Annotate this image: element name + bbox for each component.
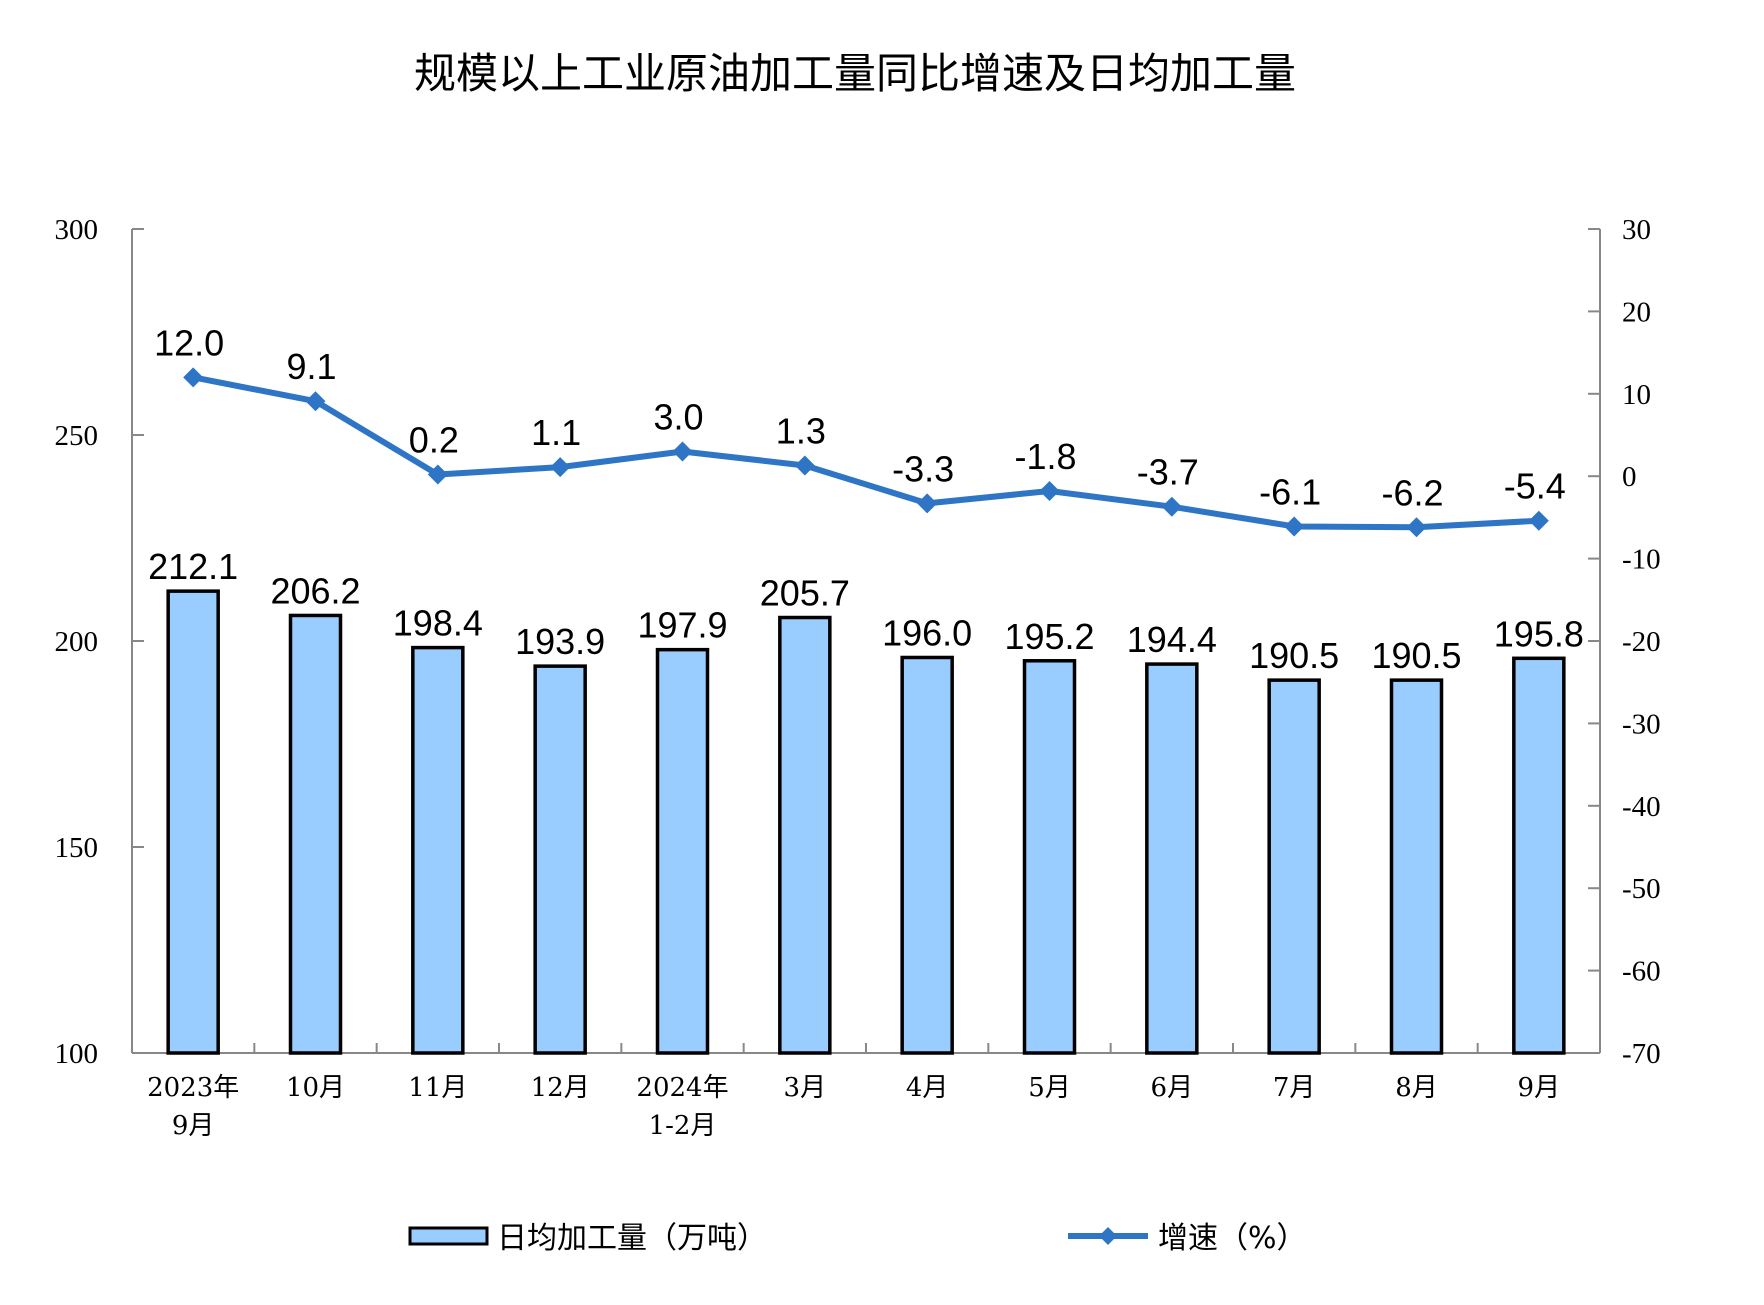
line-marker — [672, 441, 693, 462]
x-tick-label: 9月 — [1518, 1073, 1561, 1103]
x-tick-label: 9月 — [172, 1111, 215, 1141]
chart-title: 规模以上工业原油加工量同比增速及日均加工量 — [414, 49, 1296, 98]
x-tick-label: 5月 — [1028, 1073, 1071, 1103]
right-tick-label: 20 — [1622, 296, 1651, 328]
bar — [778, 615, 832, 1055]
right-tick-label: -20 — [1622, 626, 1661, 658]
line-marker — [183, 367, 204, 388]
bar-data-label: 193.9 — [515, 621, 605, 662]
right-tick-label: -50 — [1622, 873, 1661, 905]
right-tick-label: 10 — [1622, 379, 1651, 411]
line-marker — [550, 457, 571, 478]
left-tick-label: 150 — [55, 832, 99, 864]
right-tick-label: -40 — [1622, 791, 1661, 823]
line-marker — [1039, 481, 1060, 502]
x-tick-label: 1-2月 — [649, 1111, 717, 1141]
legend-line-label: 增速（%） — [1158, 1221, 1307, 1256]
bar — [1389, 678, 1444, 1055]
line-data-label: -6.2 — [1381, 472, 1443, 513]
x-tick-label: 6月 — [1151, 1073, 1194, 1103]
line-data-label: -5.4 — [1504, 466, 1566, 507]
right-tick-label: -30 — [1622, 708, 1661, 740]
right-tick-label: -10 — [1622, 544, 1661, 576]
line-data-label: -1.8 — [1014, 436, 1076, 477]
x-tick-label: 2023年 — [147, 1073, 239, 1103]
x-tick-label: 10月 — [286, 1073, 345, 1103]
x-tick-label: 12月 — [531, 1073, 590, 1103]
bar — [411, 645, 465, 1055]
bar — [1022, 659, 1077, 1055]
bar-data-label: 206.2 — [270, 570, 360, 611]
bar-data-label: 197.9 — [637, 605, 727, 646]
bar — [900, 655, 954, 1055]
bar-data-label: 194.4 — [1127, 619, 1217, 660]
growth-line — [192, 374, 1539, 531]
x-tick-label: 7月 — [1273, 1073, 1316, 1103]
legend-bar-label: 日均加工量（万吨） — [497, 1221, 767, 1256]
line-marker — [305, 391, 326, 412]
x-tick-label: 3月 — [784, 1073, 827, 1103]
bar-data-label: 212.1 — [148, 546, 238, 587]
bar — [166, 589, 220, 1055]
right-tick-label: -60 — [1622, 956, 1661, 988]
line-data-label: 3.0 — [653, 396, 703, 437]
line-marker — [1528, 510, 1549, 531]
bar-data-label: 195.8 — [1494, 613, 1584, 654]
bar-data-label: 196.0 — [882, 612, 972, 653]
x-tick-label: 4月 — [906, 1073, 949, 1103]
right-tick-label: 0 — [1622, 461, 1637, 493]
right-tick-label: -70 — [1622, 1038, 1661, 1070]
bar-data-label: 190.5 — [1371, 635, 1461, 676]
line-marker — [1406, 517, 1427, 538]
line-marker — [1284, 516, 1305, 537]
left-tick-label: 100 — [55, 1038, 99, 1070]
bar-data-label: 198.4 — [393, 603, 483, 644]
line-data-label: 1.1 — [531, 412, 581, 453]
legend-line-marker — [1099, 1227, 1117, 1245]
line-marker — [794, 455, 815, 476]
bar — [533, 664, 587, 1055]
line-data-label: 1.3 — [776, 410, 826, 451]
line-marker — [427, 464, 448, 485]
legend: 日均加工量（万吨） 增速（%） — [408, 1221, 1307, 1256]
left-tick-label: 250 — [55, 420, 99, 452]
x-tick-label: 8月 — [1395, 1073, 1438, 1103]
left-tick-label: 200 — [55, 626, 99, 658]
line-data-label: 12.0 — [154, 322, 224, 363]
line-marker — [1161, 496, 1182, 517]
bar — [1512, 656, 1566, 1055]
bar — [288, 613, 343, 1055]
x-tick-label: 2024年 — [636, 1073, 728, 1103]
line-data-label: -6.1 — [1259, 471, 1321, 512]
left-tick-label: 300 — [55, 214, 99, 246]
line-data-label: -3.3 — [892, 448, 954, 489]
x-tick-label: 11月 — [408, 1073, 467, 1103]
bar-data-label: 195.2 — [1004, 616, 1094, 657]
right-tick-label: 30 — [1622, 214, 1651, 246]
line-data-label: 9.1 — [286, 346, 336, 387]
bar — [1267, 678, 1321, 1055]
line-data-label: -3.7 — [1137, 452, 1199, 493]
bar-data-label: 190.5 — [1249, 635, 1339, 676]
bar — [1145, 662, 1199, 1055]
legend-bar-swatch — [408, 1226, 489, 1246]
bar-data-label: 205.7 — [760, 573, 850, 614]
bar — [655, 647, 710, 1055]
line-marker — [917, 493, 938, 514]
line-data-label: 0.2 — [409, 420, 459, 461]
